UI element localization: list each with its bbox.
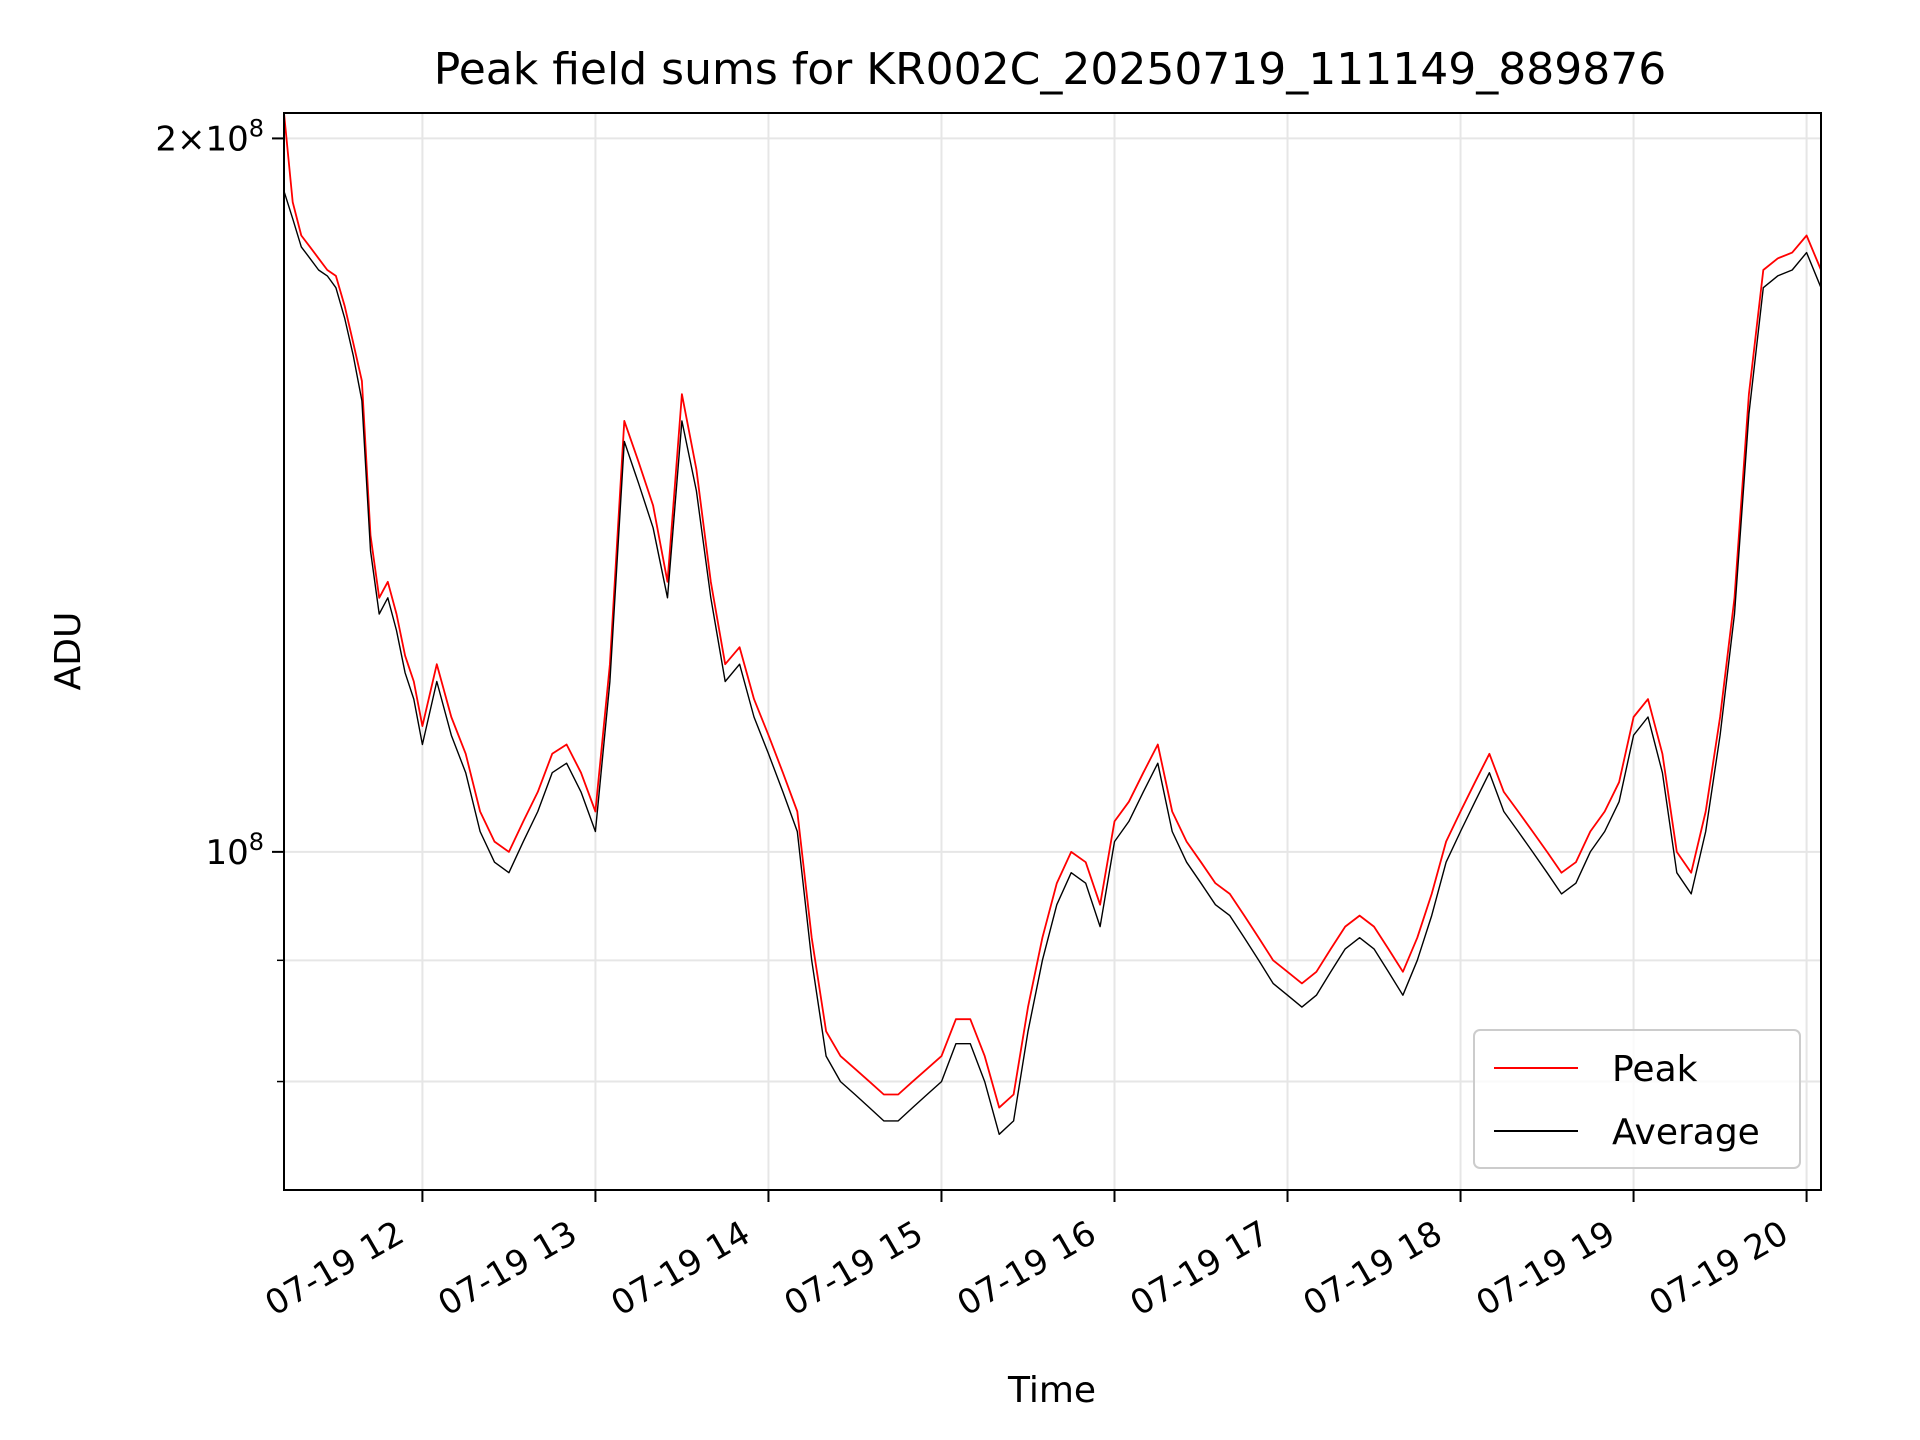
legend: Peak Average [1473, 1029, 1801, 1169]
legend-peak-label: Peak [1612, 1049, 1698, 1090]
y-tick-label: 2×108 [155, 114, 264, 159]
y-axis-label: ADU [48, 612, 89, 691]
series-line-average [283, 190, 1822, 1136]
legend-box [1473, 1029, 1801, 1169]
series-line-peak [283, 112, 1822, 1109]
legend-average-label: Average [1612, 1112, 1760, 1153]
series-layer [283, 112, 1822, 1136]
plot-frame [283, 112, 1822, 1191]
chart-title: Peak field sums for KR002C_20250719_1111… [434, 44, 1666, 95]
x-axis-label: Time [1007, 1370, 1096, 1411]
